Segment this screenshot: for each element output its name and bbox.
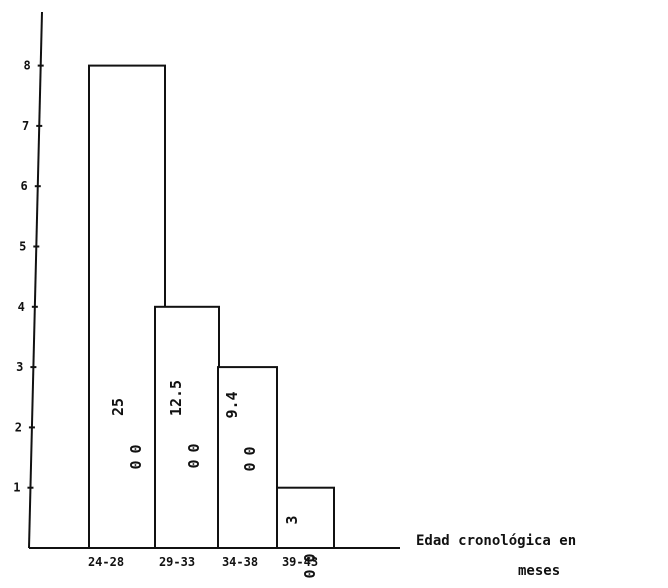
percent-sign-numerator: 0	[241, 446, 259, 455]
percent-sign-numerator: 0	[301, 553, 319, 562]
y-tick-label: 6	[21, 179, 28, 193]
percent-sign-denominator: 0	[127, 460, 145, 469]
bar	[88, 64, 166, 549]
y-tick-label: 7	[22, 119, 29, 133]
bar-value-label: 25 0 0	[109, 398, 145, 470]
y-tick-label: 2	[15, 420, 22, 434]
percent-sign-denominator: 0	[301, 569, 319, 578]
bar-value-label: 3 0 0	[283, 515, 319, 578]
x-axis-title-group: Edad cronológica en meses	[416, 533, 576, 579]
x-tick-group: 24-28 29-33 34-38 39-43	[88, 555, 318, 569]
x-axis-title-line2: meses	[518, 563, 560, 579]
percent-sign-denominator: 0	[241, 462, 259, 471]
bar-group: 25 0 0 12.5 0 0 9.4 0 0 3 0 0	[88, 64, 335, 579]
percent-sign-denominator: 0	[185, 459, 203, 468]
y-tick-label: 3	[16, 360, 23, 374]
bar-value-text: 12.5	[167, 380, 185, 416]
x-category-label: 34-38	[222, 555, 258, 569]
y-tick-group: 1 2 3 4 5 6 7 8	[13, 59, 44, 495]
percent-sign-numerator: 0	[127, 444, 145, 453]
bar-value-label: 9.4 0 0	[223, 391, 259, 471]
bar-value-label: 12.5 0 0	[167, 380, 203, 469]
bar-value-text: 9.4	[223, 391, 241, 418]
x-axis-title-line1: Edad cronológica en	[416, 533, 576, 549]
bar-value-text: 3	[283, 515, 301, 524]
y-tick-label: 1	[13, 481, 20, 495]
x-category-label: 29-33	[159, 555, 195, 569]
y-tick-label: 5	[19, 240, 26, 254]
y-tick-label: 8	[23, 59, 30, 73]
percent-sign-numerator: 0	[185, 443, 203, 452]
bar	[276, 486, 335, 550]
bar-value-text: 25	[109, 398, 127, 416]
bar	[154, 305, 220, 549]
x-category-label: 39-43	[282, 555, 318, 569]
bar	[217, 366, 278, 549]
x-category-label: 24-28	[88, 555, 124, 569]
y-axis	[28, 11, 43, 549]
y-tick-label: 4	[18, 300, 25, 314]
